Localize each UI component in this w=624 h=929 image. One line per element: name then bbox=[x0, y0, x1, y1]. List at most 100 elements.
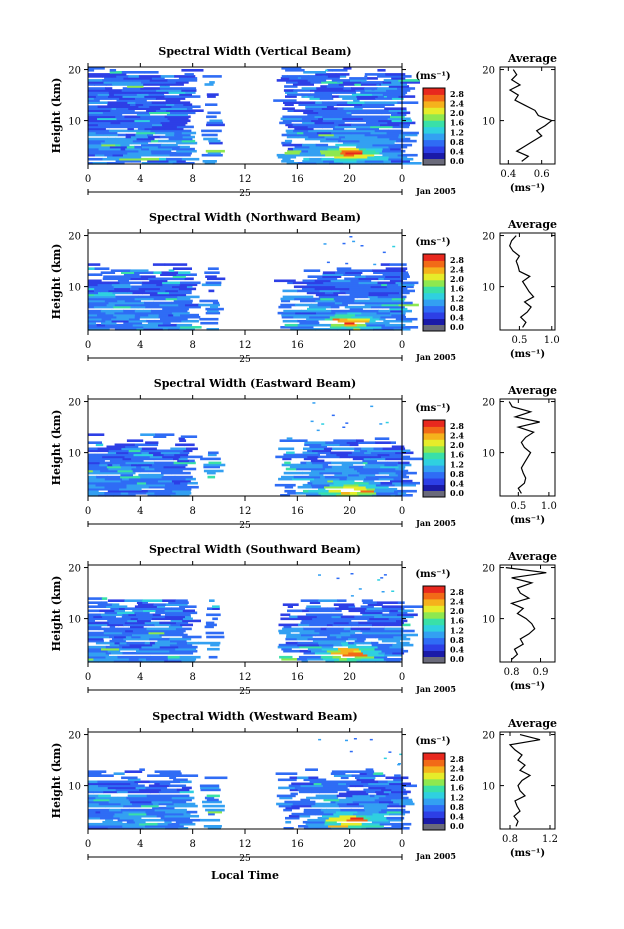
colorbar-frame bbox=[422, 87, 446, 166]
heatmap-cell bbox=[184, 153, 191, 157]
heatmap-cell bbox=[327, 147, 340, 151]
heatmap-cell bbox=[99, 463, 109, 467]
heatmap-cell bbox=[131, 160, 141, 163]
heatmap-cell bbox=[112, 153, 124, 157]
heatmap-cell bbox=[88, 287, 95, 291]
heatmap-cell bbox=[100, 309, 113, 313]
heatmap-cell bbox=[316, 615, 333, 619]
heatmap-cell bbox=[88, 101, 109, 104]
heatmap-cell bbox=[162, 321, 171, 325]
heatmap-cell bbox=[321, 157, 341, 161]
heatmap-cell bbox=[348, 651, 364, 655]
heatmap-cell bbox=[381, 303, 400, 307]
heatmap-cell bbox=[210, 643, 220, 647]
heatmap-cell bbox=[159, 645, 179, 649]
heatmap-cell bbox=[170, 111, 176, 115]
heatmap-cell bbox=[332, 135, 340, 139]
heatmap-cell bbox=[345, 633, 351, 637]
heatmap-cell bbox=[122, 453, 135, 457]
heatmap-cell bbox=[287, 147, 294, 151]
heatmap-cell bbox=[88, 827, 109, 830]
colorbar-unit: (ms⁻¹) bbox=[415, 403, 450, 414]
heatmap-cell bbox=[102, 633, 119, 637]
heatmap-cell bbox=[331, 287, 350, 291]
heatmap-cell bbox=[293, 617, 313, 621]
heatmap-cell bbox=[130, 625, 144, 629]
heatmap-cell bbox=[331, 615, 342, 619]
heatmap-cell bbox=[302, 160, 324, 163]
heatmap-cell bbox=[387, 613, 398, 617]
heatmap-cell bbox=[335, 73, 350, 76]
heatmap-cell bbox=[88, 328, 110, 331]
heatmap-cell bbox=[121, 71, 146, 74]
heatmap-cell bbox=[284, 151, 301, 155]
heatmap-cell bbox=[109, 93, 115, 96]
heatmap-cell bbox=[128, 107, 145, 110]
heatmap-cell bbox=[88, 115, 99, 119]
heatmap-cell bbox=[114, 812, 130, 816]
profile-x-label: (ms⁻¹) bbox=[510, 349, 545, 360]
heatmap-cell bbox=[97, 117, 117, 121]
heatmap-cell bbox=[88, 83, 95, 86]
heatmap-cell bbox=[88, 91, 110, 94]
heatmap-cell bbox=[321, 101, 330, 104]
heatmap-cell bbox=[347, 101, 366, 104]
heatmap-cell bbox=[88, 485, 106, 489]
heatmap-cell bbox=[179, 305, 201, 309]
heatmap-cell bbox=[335, 800, 354, 804]
heatmap-cell bbox=[331, 79, 351, 82]
heatmap-cell bbox=[169, 463, 188, 467]
heatmap-cell bbox=[280, 297, 295, 301]
heatmap-cell bbox=[310, 469, 320, 473]
heatmap-cell bbox=[336, 453, 349, 457]
heatmap-cell bbox=[388, 145, 408, 149]
heatmap-cell bbox=[398, 822, 412, 826]
heatmap-cell bbox=[88, 492, 105, 495]
heatmap-cell bbox=[285, 95, 291, 98]
profile-frame bbox=[499, 232, 556, 331]
heatmap-cell bbox=[205, 281, 222, 285]
heatmap-cell bbox=[123, 827, 134, 830]
heatmap-cell bbox=[356, 439, 364, 442]
heatmap-cell bbox=[391, 160, 410, 163]
heatmap-cell bbox=[400, 481, 420, 485]
heatmap-cell bbox=[206, 121, 224, 125]
heatmap-cell bbox=[318, 111, 333, 115]
heatmap-cell bbox=[380, 75, 384, 77]
heatmap-cell bbox=[132, 79, 151, 82]
heatmap-cell bbox=[148, 631, 165, 635]
heatmap-cell bbox=[385, 647, 404, 651]
heatmap-cell bbox=[313, 621, 335, 625]
heatmap-cell bbox=[374, 619, 397, 623]
heatmap-cell bbox=[132, 633, 150, 637]
heatmap-cell bbox=[140, 77, 153, 80]
heatmap-cell bbox=[378, 780, 389, 784]
heatmap-cell bbox=[88, 660, 99, 663]
heatmap-cell bbox=[307, 449, 313, 453]
heatmap-cell bbox=[324, 317, 334, 321]
colorbar-swatch bbox=[423, 637, 445, 645]
heatmap-cell bbox=[341, 822, 363, 826]
heatmap-cell bbox=[363, 816, 372, 820]
heatmap-cell bbox=[146, 319, 156, 323]
heatmap-cell bbox=[332, 139, 339, 143]
x-tick-label: 4 bbox=[137, 672, 143, 683]
heatmap-cell bbox=[328, 283, 350, 287]
heatmap-cell bbox=[299, 326, 314, 329]
heatmap-cell bbox=[88, 143, 102, 147]
colorbar-swatch bbox=[423, 286, 445, 294]
heatmap-cell bbox=[329, 483, 345, 487]
heatmap-cell bbox=[335, 143, 358, 147]
heatmap-cell bbox=[342, 97, 358, 100]
heatmap-cell bbox=[295, 311, 317, 315]
colorbar-swatch bbox=[423, 452, 445, 460]
heatmap-cell bbox=[160, 319, 182, 323]
x-tick-label: 0 bbox=[85, 174, 91, 185]
heatmap-cell bbox=[148, 798, 172, 802]
heatmap-cell bbox=[282, 627, 304, 631]
heatmap-cell bbox=[278, 477, 293, 481]
heatmap-cell bbox=[129, 814, 136, 818]
colorbar-below-swatch bbox=[423, 325, 445, 331]
heatmap-cell bbox=[184, 73, 194, 76]
colorbar-swatch bbox=[423, 133, 445, 141]
